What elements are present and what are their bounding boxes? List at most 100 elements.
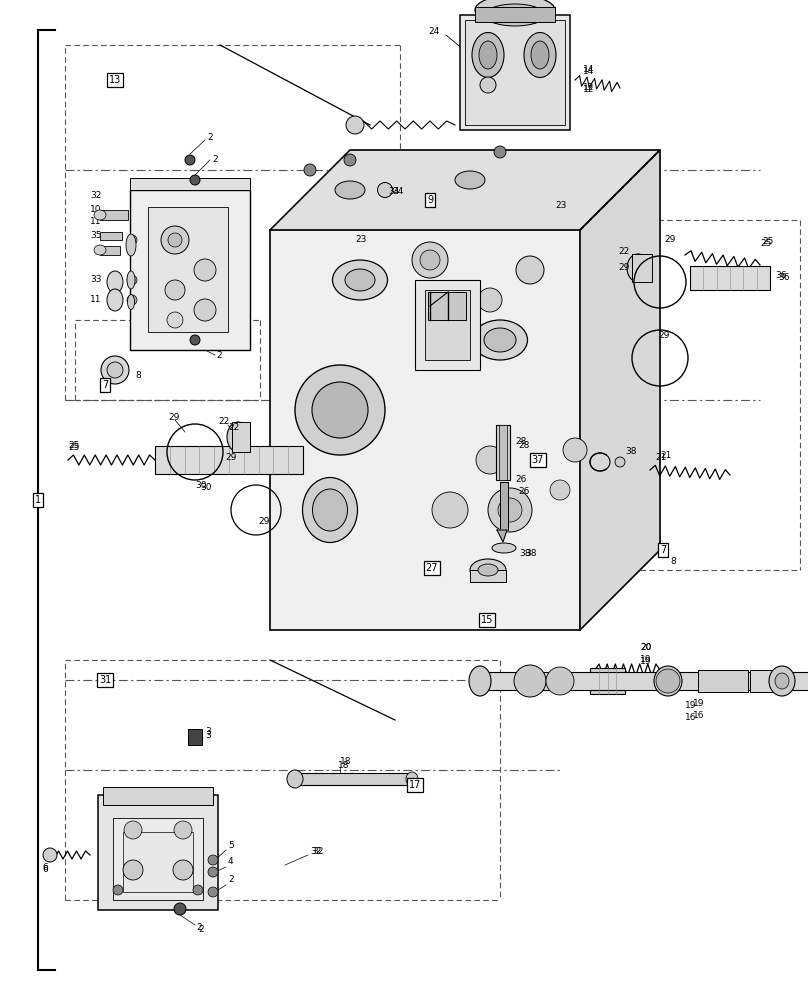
Text: 2: 2 — [207, 133, 213, 142]
Text: 7: 7 — [102, 380, 108, 390]
Ellipse shape — [406, 772, 418, 786]
Text: 2: 2 — [228, 876, 234, 884]
Ellipse shape — [94, 245, 106, 255]
Circle shape — [516, 256, 544, 284]
Circle shape — [563, 438, 587, 462]
Circle shape — [304, 164, 316, 176]
Circle shape — [312, 382, 368, 438]
Ellipse shape — [531, 41, 549, 69]
Text: 35: 35 — [90, 231, 102, 239]
Ellipse shape — [470, 559, 506, 581]
Bar — [475, 7, 555, 22]
Bar — [100, 210, 128, 220]
Polygon shape — [580, 150, 660, 630]
Circle shape — [165, 280, 185, 300]
Text: 21: 21 — [655, 454, 667, 462]
Text: 24: 24 — [428, 27, 440, 36]
Bar — [428, 292, 466, 320]
Text: 32: 32 — [312, 848, 323, 856]
Text: 26: 26 — [518, 488, 529, 496]
Ellipse shape — [94, 210, 106, 220]
Ellipse shape — [475, 0, 555, 25]
Text: 19: 19 — [685, 700, 696, 710]
Text: 19: 19 — [640, 656, 651, 664]
Circle shape — [488, 488, 532, 532]
Text: 7: 7 — [660, 545, 666, 555]
Text: 13: 13 — [109, 75, 121, 85]
Text: 38: 38 — [625, 448, 637, 456]
Text: 25: 25 — [760, 239, 772, 248]
Text: 36: 36 — [775, 270, 786, 279]
Circle shape — [432, 492, 468, 528]
Text: 2: 2 — [212, 155, 217, 164]
Text: 4: 4 — [228, 857, 234, 866]
Ellipse shape — [485, 4, 545, 26]
Text: 30: 30 — [195, 481, 207, 489]
Bar — [590, 668, 625, 694]
Circle shape — [168, 233, 182, 247]
Text: 25: 25 — [68, 440, 79, 450]
Ellipse shape — [313, 489, 347, 531]
Text: 25: 25 — [68, 444, 79, 452]
Text: 29: 29 — [658, 330, 669, 340]
Circle shape — [174, 903, 186, 915]
Bar — [415, 280, 480, 370]
Ellipse shape — [127, 271, 135, 289]
Bar — [632, 254, 652, 282]
Ellipse shape — [479, 41, 497, 69]
Bar — [100, 246, 120, 255]
Text: 29: 29 — [168, 412, 179, 422]
Bar — [496, 425, 510, 480]
Text: 6: 6 — [42, 863, 48, 872]
Circle shape — [185, 155, 195, 165]
Bar — [425, 290, 470, 360]
Text: 5: 5 — [228, 840, 234, 850]
Text: 14: 14 — [583, 66, 595, 75]
Text: 31: 31 — [99, 675, 112, 685]
Ellipse shape — [455, 171, 485, 189]
Ellipse shape — [524, 32, 556, 78]
Ellipse shape — [302, 478, 357, 542]
Text: 34: 34 — [388, 188, 399, 196]
Text: 32: 32 — [90, 190, 101, 200]
Text: 33: 33 — [90, 275, 102, 284]
Circle shape — [208, 887, 218, 897]
Text: 28: 28 — [515, 438, 526, 446]
Circle shape — [208, 855, 218, 865]
Text: 15: 15 — [481, 615, 493, 625]
Ellipse shape — [627, 254, 649, 282]
Text: 18: 18 — [340, 758, 351, 766]
Text: 22: 22 — [228, 424, 239, 432]
Circle shape — [498, 498, 522, 522]
Bar — [270, 230, 580, 630]
Circle shape — [127, 275, 137, 285]
Circle shape — [113, 885, 123, 895]
Bar — [155, 446, 303, 474]
Text: 26: 26 — [515, 476, 526, 485]
Text: 19: 19 — [693, 698, 705, 708]
Ellipse shape — [126, 234, 136, 256]
Bar — [232, 422, 250, 452]
Text: 20: 20 — [640, 644, 651, 652]
Text: 29: 29 — [618, 262, 629, 271]
Text: 25: 25 — [762, 237, 773, 246]
Circle shape — [127, 235, 137, 245]
Text: 16: 16 — [693, 712, 705, 720]
Text: 6: 6 — [42, 865, 48, 874]
Circle shape — [190, 175, 200, 185]
Text: 11: 11 — [90, 296, 102, 304]
Bar — [98, 795, 218, 910]
Ellipse shape — [469, 666, 491, 696]
Text: 22: 22 — [218, 418, 229, 426]
Circle shape — [194, 259, 216, 281]
Circle shape — [420, 250, 440, 270]
Bar — [188, 729, 202, 745]
Ellipse shape — [478, 564, 498, 576]
Circle shape — [174, 821, 192, 839]
Bar — [148, 207, 228, 332]
Bar — [470, 570, 506, 582]
Bar — [130, 178, 250, 190]
Bar — [698, 670, 748, 692]
Text: 23: 23 — [555, 200, 566, 210]
Circle shape — [412, 242, 448, 278]
